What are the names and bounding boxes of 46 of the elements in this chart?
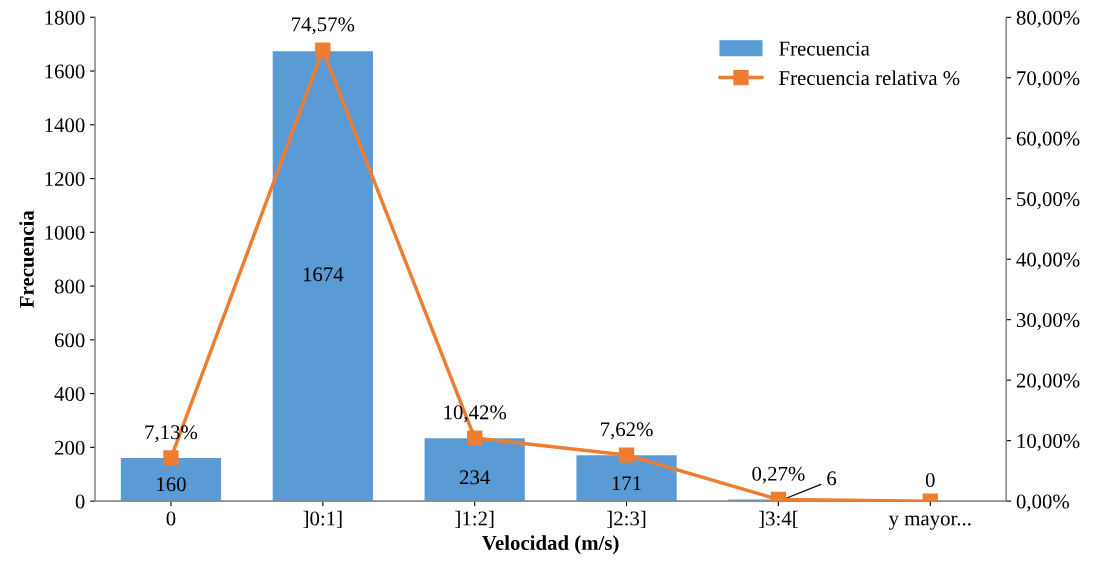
data-label: 234 bbox=[459, 470, 490, 485]
y-tick-label: 200 bbox=[54, 440, 85, 455]
y2-tick-label: 20,00% bbox=[1016, 373, 1080, 391]
point bbox=[618, 447, 635, 463]
y-tick-label: 400 bbox=[54, 386, 85, 402]
data-label: 171 bbox=[612, 476, 641, 491]
y2-tick-label: 40,00% bbox=[1016, 252, 1080, 270]
y2-tick-label: 50,00% bbox=[1017, 192, 1080, 210]
data-label: 160 bbox=[157, 477, 186, 492]
x-axis-title: Velocidad (m/s) bbox=[482, 535, 619, 555]
point bbox=[163, 450, 179, 466]
x-tick-label: y mayor... bbox=[888, 515, 971, 530]
data-label: 74,57% bbox=[292, 17, 355, 35]
legend-label: Frecuencia relativa % bbox=[779, 70, 960, 86]
x-tick-label: ]1:2] bbox=[455, 510, 494, 529]
bar bbox=[272, 51, 373, 502]
y-tick-label: 0 bbox=[75, 494, 85, 509]
data-label: 6 bbox=[827, 471, 837, 486]
y2-tick-label: 0,00% bbox=[1016, 494, 1070, 512]
legend-label: Frecuencia bbox=[779, 41, 870, 56]
y-tick-label: 800 bbox=[54, 279, 85, 294]
y2-tick-label: 30,00% bbox=[1016, 313, 1080, 331]
y2-tick-label: 10,00% bbox=[1017, 434, 1080, 452]
data-label: 1674 bbox=[303, 267, 344, 282]
data-label: 0 bbox=[925, 472, 935, 487]
x-tick-label: ]2:3] bbox=[607, 510, 646, 529]
y-tick-label: 1000 bbox=[45, 225, 85, 240]
y-axis-title: Frecuencia bbox=[19, 210, 34, 308]
y-tick-label: 1400 bbox=[45, 118, 85, 133]
y-tick-label: 1600 bbox=[45, 64, 85, 79]
y-tick-label: 1200 bbox=[45, 171, 85, 186]
point bbox=[467, 430, 483, 446]
y2-tick-label: 60,00% bbox=[1016, 131, 1080, 149]
bar bbox=[120, 458, 222, 502]
data-label: 0,27% bbox=[752, 466, 805, 484]
bar bbox=[424, 438, 525, 502]
bar bbox=[576, 455, 677, 502]
y2-tick-label: 70,00% bbox=[1017, 71, 1080, 89]
y-tick-label: 1800 bbox=[45, 10, 85, 25]
x-tick-label: 0 bbox=[166, 511, 176, 526]
data-label: 7,62% bbox=[601, 422, 653, 440]
y2-tick-label: 80,00% bbox=[1016, 10, 1080, 28]
x-tick-label: ]0:1] bbox=[303, 510, 342, 529]
y-tick-label: 600 bbox=[54, 333, 85, 348]
point bbox=[315, 42, 331, 58]
x-tick-label: ]3:4[ bbox=[758, 510, 798, 529]
